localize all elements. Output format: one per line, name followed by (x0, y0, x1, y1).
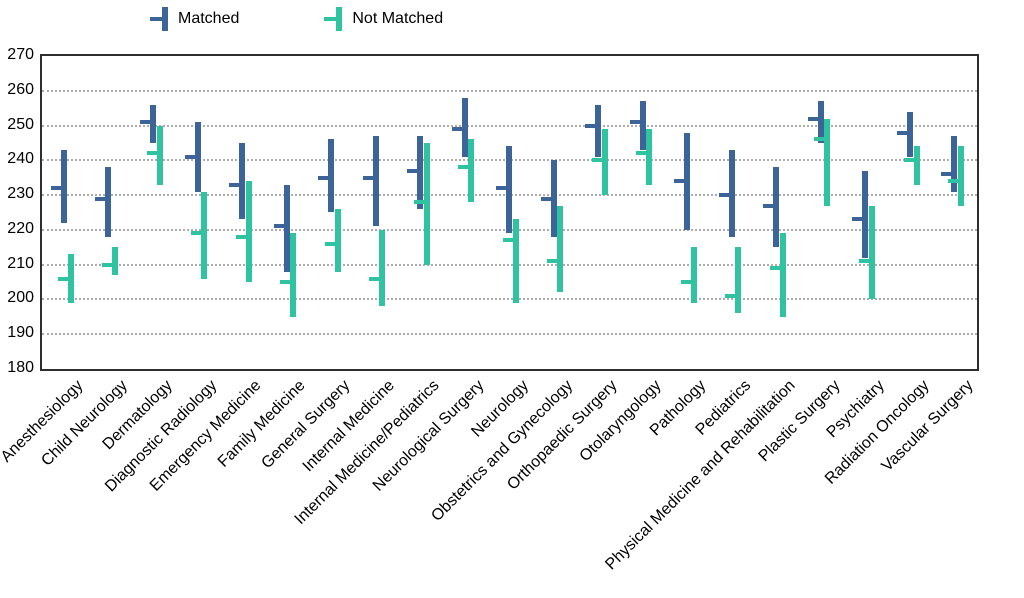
gridline-250 (42, 124, 977, 127)
y-tick-label: 270 (7, 46, 34, 63)
notmatched-median-tick (547, 259, 564, 264)
not-matched-marker-bar (336, 7, 343, 31)
legend: Matched Not Matched (150, 6, 443, 32)
gridline-210 (42, 263, 977, 266)
y-tick-label: 260 (7, 80, 34, 98)
matched-median-tick (95, 196, 112, 201)
gridline-190 (42, 333, 977, 336)
y-tick-label: 250 (7, 115, 34, 133)
matched-range-bar (105, 167, 112, 237)
not-matched-marker-tick (324, 17, 338, 21)
y-tick-label: 240 (7, 150, 34, 168)
notmatched-range-bar (290, 233, 297, 317)
matched-median-tick (496, 186, 513, 191)
notmatched-median-tick (591, 158, 608, 163)
matched-median-tick (184, 154, 201, 159)
not-matched-legend-label: Not Matched (352, 10, 444, 27)
notmatched-median-tick (948, 179, 965, 184)
matched-median-tick (273, 224, 290, 229)
y-tick-label: 220 (7, 219, 34, 237)
matched-median-tick (941, 172, 958, 177)
y-tick-label: 200 (7, 289, 34, 307)
plot-area (40, 54, 979, 371)
matched-median-tick (852, 217, 869, 222)
notmatched-median-tick (680, 280, 697, 285)
matched-marker-tick (150, 17, 163, 21)
matched-legend-label: Matched (178, 10, 240, 27)
notmatched-range-bar (913, 146, 920, 185)
matched-range-bar (862, 170, 869, 258)
notmatched-range-bar (245, 181, 252, 283)
matched-median-tick (451, 127, 468, 132)
legend-item-not-matched: Not Matched (324, 6, 443, 32)
matched-median-tick (718, 193, 735, 198)
y-tick-label: 230 (7, 185, 34, 203)
notmatched-range-bar (512, 219, 519, 303)
notmatched-median-tick (191, 231, 208, 236)
matched-median-tick (50, 186, 67, 191)
notmatched-range-bar (690, 247, 697, 303)
notmatched-range-bar (646, 129, 653, 185)
notmatched-median-tick (725, 293, 742, 298)
y-tick-label: 190 (7, 324, 34, 342)
notmatched-median-tick (858, 259, 875, 264)
matched-median-tick (629, 120, 646, 125)
matched-marker-bar (162, 7, 168, 31)
matched-median-tick (362, 175, 379, 180)
matched-median-tick (896, 130, 913, 135)
matched-median-tick (229, 182, 246, 187)
notmatched-median-tick (502, 238, 519, 243)
matched-range-bar (951, 135, 958, 192)
matched-median-tick (407, 168, 424, 173)
matched-median-tick (763, 203, 780, 208)
matched-median-tick (540, 196, 557, 201)
matched-median-tick (318, 175, 335, 180)
notmatched-median-tick (903, 158, 920, 163)
notmatched-range-bar (735, 247, 742, 314)
notmatched-range-bar (868, 205, 875, 300)
notmatched-median-tick (280, 280, 297, 285)
notmatched-range-bar (779, 233, 786, 317)
notmatched-median-tick (769, 266, 786, 271)
notmatched-median-tick (458, 165, 475, 170)
notmatched-median-tick (102, 262, 119, 267)
notmatched-range-bar (468, 139, 475, 203)
notmatched-median-tick (814, 137, 831, 142)
notmatched-range-bar (824, 118, 831, 206)
notmatched-range-bar (557, 205, 564, 293)
notmatched-range-bar (958, 146, 965, 206)
not-matched-marker-icon (324, 6, 343, 32)
gridline-200 (42, 298, 977, 301)
matched-median-tick (674, 179, 691, 184)
y-tick-label: 210 (7, 254, 34, 272)
notmatched-median-tick (57, 276, 74, 281)
gridline-260 (42, 89, 977, 92)
notmatched-range-bar (379, 229, 386, 307)
matched-range-bar (372, 135, 379, 227)
matched-range-bar (639, 101, 646, 150)
matched-range-bar (595, 104, 602, 157)
matched-range-bar (239, 142, 246, 220)
notmatched-range-bar (334, 209, 341, 272)
notmatched-range-bar (112, 247, 119, 276)
notmatched-median-tick (324, 241, 341, 246)
matched-median-tick (140, 120, 156, 125)
matched-marker-icon (150, 6, 168, 32)
matched-median-tick (585, 123, 602, 128)
notmatched-median-tick (235, 234, 252, 239)
notmatched-median-tick (146, 151, 163, 156)
legend-item-matched: Matched (150, 6, 239, 32)
notmatched-median-tick (413, 200, 430, 205)
matched-range-bar (817, 101, 824, 143)
notmatched-median-tick (369, 276, 386, 281)
matched-median-tick (807, 116, 824, 121)
notmatched-median-tick (636, 151, 653, 156)
y-tick-label: 180 (7, 359, 34, 376)
